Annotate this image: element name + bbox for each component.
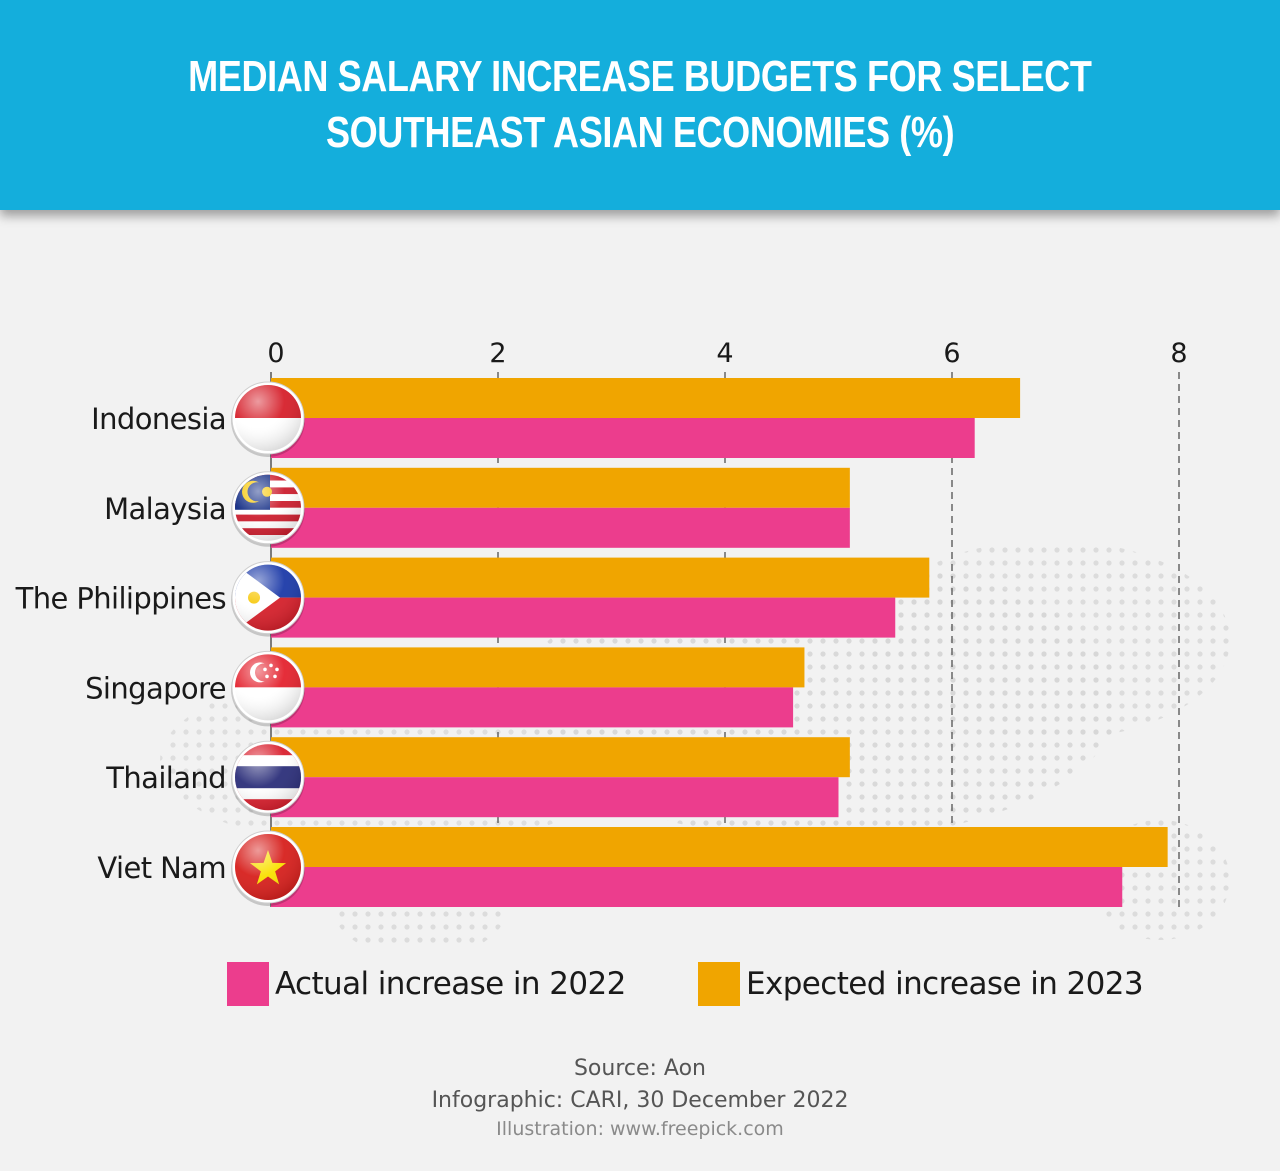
source-text: Source: Aon xyxy=(573,1056,707,1081)
category-label-3: Singapore xyxy=(85,671,226,705)
bar-chart: 0 2 4 6 8 Indonesia Malaysia The Philippines Si… xyxy=(15,338,1230,950)
legend-swatch-expected xyxy=(698,962,740,1006)
legend-swatch-actual xyxy=(227,962,269,1006)
illustration-credit: Illustration: www.freepick.com xyxy=(496,1118,784,1140)
bar-actual-2022-0 xyxy=(271,418,975,458)
bar-expected-2023-4 xyxy=(271,737,850,778)
singapore-flag-icon xyxy=(231,650,305,727)
x-tick-label-4: 4 xyxy=(716,338,733,369)
thailand-flag-icon xyxy=(231,740,305,817)
category-label-5: Viet Nam xyxy=(97,851,226,885)
x-tick-label-0: 0 xyxy=(267,338,284,369)
x-tick-label-2: 2 xyxy=(489,338,506,369)
indonesia-flag-icon xyxy=(231,381,305,457)
legend-item-expected: Expected increase in 2023 xyxy=(698,962,1144,1006)
bar-actual-2022-2 xyxy=(271,597,896,638)
bar-actual-2022-4 xyxy=(271,777,839,818)
bar-expected-2023-5 xyxy=(271,827,1168,867)
vietnam-flag-icon xyxy=(231,830,305,906)
malaysia-flag-icon xyxy=(231,471,305,547)
legend-label-actual: Actual increase in 2022 xyxy=(275,966,626,1002)
chart-title-line-1: MEDIAN SALARY INCREASE BUDGETS FOR SELEC… xyxy=(188,52,1092,101)
chart-title-line-2: SOUTHEAST ASIAN ECONOMIES (%) xyxy=(325,108,955,157)
category-label-1: Malaysia xyxy=(104,492,226,526)
bar-actual-2022-1 xyxy=(271,507,850,548)
infographic-credit: Infographic: CARI, 30 December 2022 xyxy=(431,1088,849,1113)
x-tick-label-8: 8 xyxy=(1170,338,1187,369)
category-label-2: The Philippines xyxy=(15,582,226,616)
bar-actual-2022-3 xyxy=(271,687,794,728)
title-banner: MEDIAN SALARY INCREASE BUDGETS FOR SELEC… xyxy=(0,0,1280,210)
bar-actual-2022-5 xyxy=(271,867,1123,907)
bar-expected-2023-3 xyxy=(271,647,805,688)
category-label-4: Thailand xyxy=(105,761,226,795)
x-tick-label-6: 6 xyxy=(943,338,960,369)
bar-expected-2023-2 xyxy=(271,557,930,598)
legend-item-actual: Actual increase in 2022 xyxy=(227,962,626,1006)
philippines-flag-icon xyxy=(231,561,305,637)
bar-expected-2023-0 xyxy=(271,378,1021,418)
bar-expected-2023-1 xyxy=(271,467,850,508)
category-label-0: Indonesia xyxy=(91,402,226,436)
legend-label-expected: Expected increase in 2023 xyxy=(746,966,1144,1002)
